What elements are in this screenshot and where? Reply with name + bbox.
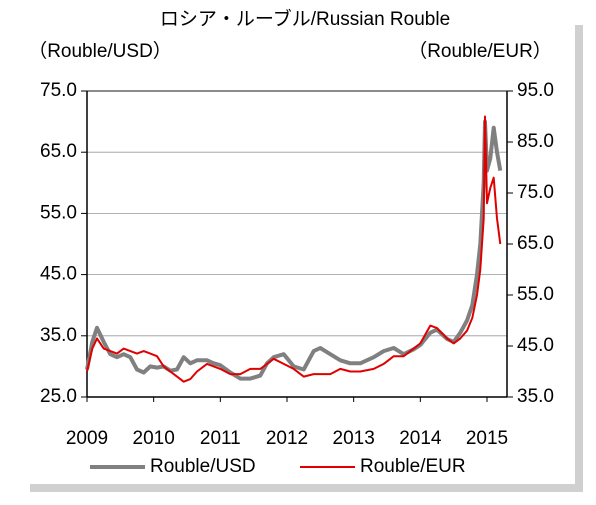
- y2-tick-label: 95.0: [517, 80, 554, 101]
- y-tick-label: 65.0: [40, 141, 77, 162]
- y-tick-label: 35.0: [40, 325, 77, 346]
- x-tick-label: 2012: [266, 428, 308, 449]
- y2-tick-label: 75.0: [517, 182, 554, 203]
- x-tick-label: 2015: [466, 428, 508, 449]
- y-tick-label: 25.0: [40, 386, 77, 407]
- y2-axis-label: （Rouble/EUR）: [408, 40, 552, 62]
- x-tick-label: 2010: [133, 428, 175, 449]
- y2-tick-label: 45.0: [517, 335, 554, 356]
- legend-label: Rouble/EUR: [360, 456, 466, 477]
- y2-tick-label: 55.0: [517, 284, 554, 305]
- y2-tick-label: 85.0: [517, 131, 554, 152]
- x-tick-label: 2014: [399, 428, 442, 449]
- series-line: [86, 115, 502, 383]
- y-tick-label: 55.0: [40, 202, 77, 223]
- y-axis-label: （Rouble/USD）: [28, 40, 172, 62]
- y-tick-label: 45.0: [40, 264, 77, 285]
- x-tick-label: 2011: [200, 428, 241, 449]
- y-tick-label: 75.0: [40, 80, 77, 101]
- x-tick-label: 2013: [333, 428, 375, 449]
- series-line: [85, 119, 503, 381]
- chart-title: ロシア・ルーブル/Russian Rouble: [160, 7, 450, 30]
- legend-label: Rouble/USD: [150, 456, 256, 477]
- y2-tick-label: 35.0: [517, 386, 554, 407]
- x-tick-label: 2009: [66, 428, 108, 449]
- y2-tick-label: 65.0: [517, 233, 554, 254]
